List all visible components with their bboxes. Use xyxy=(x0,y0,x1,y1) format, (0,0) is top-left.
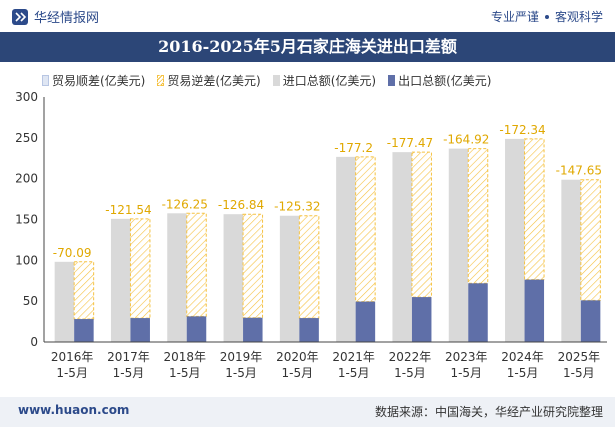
y-tick-label: 150 xyxy=(15,213,38,227)
export-bar[interactable] xyxy=(411,297,432,342)
category-group: -177.2 xyxy=(334,141,376,342)
motto-left: 专业严谨 xyxy=(490,10,539,24)
export-bar[interactable] xyxy=(580,300,601,342)
motto: 专业严谨 客观科学 xyxy=(491,8,603,25)
chart-legend: 贸易顺差(亿美元) 贸易逆差(亿美元) 进口总额(亿美元) 出口总额(亿美元) xyxy=(42,72,504,89)
x-axis: 2016年 1-5月 2017年 1-5月 2018年 1-5月 2019年 1-5月 2020… xyxy=(44,341,607,380)
import-bar[interactable] xyxy=(448,148,469,342)
website-link[interactable]: www.huaon.com xyxy=(18,403,130,417)
deficit-bar[interactable] xyxy=(298,215,320,319)
legend-swatch-surplus xyxy=(42,75,49,86)
x-tick-label: 2016年 1-5月 xyxy=(51,350,94,380)
top-bar: 华经情报网 专业严谨 客观科学 xyxy=(0,0,615,32)
x-tick-label: 2017年 1-5月 xyxy=(107,350,150,380)
import-bar[interactable] xyxy=(223,214,244,342)
separator-dot-icon xyxy=(544,14,549,19)
export-bar[interactable] xyxy=(74,319,94,342)
import-bar[interactable] xyxy=(392,152,412,342)
y-tick-label: 200 xyxy=(15,172,38,186)
category-group: -70.09 xyxy=(53,246,95,342)
y-tick-label: 250 xyxy=(15,131,38,145)
y-axis: 0 50 100 150 200 250 300 xyxy=(15,90,45,349)
export-bar[interactable] xyxy=(524,279,545,342)
legend-item-imports[interactable]: 进口总额(亿美元) xyxy=(272,72,377,89)
deficit-data-label: -126.84 xyxy=(218,198,264,212)
export-bar[interactable] xyxy=(130,318,150,342)
legend-label-exports: 出口总额(亿美元) xyxy=(398,74,492,88)
deficit-data-label: -172.34 xyxy=(499,123,545,137)
legend-label-imports: 进口总额(亿美元) xyxy=(282,74,377,88)
x-tick-label: 2018年 1-5月 xyxy=(163,350,206,380)
deficit-bar[interactable] xyxy=(580,179,601,301)
deficit-bar[interactable] xyxy=(129,218,151,319)
motto-right: 客观科学 xyxy=(554,10,603,24)
y-tick-label: 100 xyxy=(15,253,38,267)
x-tick-label: 2021年 1-5月 xyxy=(332,350,375,380)
data-source: 数据来源：中国海关，华经产业研究院整理 xyxy=(374,405,603,419)
import-bar[interactable] xyxy=(167,213,187,342)
deficit-data-label: -147.65 xyxy=(556,164,602,178)
deficit-bar[interactable] xyxy=(411,151,432,298)
deficit-data-label: -121.54 xyxy=(105,203,151,217)
y-tick-label: 50 xyxy=(23,294,38,308)
deficit-bar[interactable] xyxy=(186,212,207,317)
y-tick-label: 0 xyxy=(30,335,38,349)
export-bar[interactable] xyxy=(243,317,263,342)
legend-label-deficit: 贸易逆差(亿美元) xyxy=(167,74,261,88)
deficit-data-label: -177.2 xyxy=(334,141,373,155)
deficit-data-label: -126.25 xyxy=(162,197,208,211)
category-group: -164.92 xyxy=(443,133,489,342)
import-bar[interactable] xyxy=(110,218,131,342)
brand-name: 华经情报网 xyxy=(34,11,100,26)
chart-title: 2016-2025年5月石家庄海关进出口差额 xyxy=(158,37,457,56)
legend-swatch-exports xyxy=(388,75,396,86)
deficit-bar[interactable] xyxy=(355,156,376,303)
deficit-bar[interactable] xyxy=(73,261,95,320)
footer: www.huaon.com 数据来源：中国海关，华经产业研究院整理 xyxy=(0,397,615,427)
x-tick-label: 2025年 1-5月 xyxy=(558,350,601,380)
x-tick-label: 2019年 1-5月 xyxy=(220,350,263,380)
deficit-data-label: -125.32 xyxy=(274,200,320,214)
deficit-bar[interactable] xyxy=(524,138,545,281)
export-bar[interactable] xyxy=(186,316,207,342)
import-bar[interactable] xyxy=(336,156,356,342)
deficit-data-label: -177.47 xyxy=(387,136,433,150)
import-bar[interactable] xyxy=(561,179,581,342)
legend-item-deficit[interactable]: 贸易逆差(亿美元) xyxy=(157,72,261,89)
brand[interactable]: 华经情报网 xyxy=(12,7,99,26)
category-group: -147.65 xyxy=(556,164,602,342)
import-bar[interactable] xyxy=(505,138,525,342)
import-bar[interactable] xyxy=(279,215,300,342)
huajing-logo-icon xyxy=(12,8,28,25)
category-group: -121.54 xyxy=(105,203,152,342)
legend-item-exports[interactable]: 出口总额(亿美元) xyxy=(388,72,492,89)
category-group: -125.32 xyxy=(274,200,321,342)
x-tick-label: 2023年 1-5月 xyxy=(445,350,488,380)
export-bar[interactable] xyxy=(468,283,488,342)
import-bar[interactable] xyxy=(54,261,75,342)
legend-swatch-imports xyxy=(272,75,280,86)
x-tick-label: 2022年 1-5月 xyxy=(389,350,432,380)
category-group: -126.25 xyxy=(162,197,208,342)
y-tick-label: 300 xyxy=(15,90,38,104)
export-bar[interactable] xyxy=(299,318,319,342)
deficit-data-label: -70.09 xyxy=(53,246,92,260)
export-bar[interactable] xyxy=(355,301,376,342)
category-group: -126.84 xyxy=(218,198,264,342)
x-tick-label: 2020年 1-5月 xyxy=(276,350,319,380)
deficit-bar[interactable] xyxy=(467,148,489,284)
legend-label-surplus: 贸易顺差(亿美元) xyxy=(52,74,146,88)
x-tick-label: 2024年 1-5月 xyxy=(501,350,544,380)
title-bar: 2016-2025年5月石家庄海关进出口差额 xyxy=(0,32,615,62)
deficit-data-label: -164.92 xyxy=(443,133,489,147)
category-group: -177.47 xyxy=(387,136,433,342)
legend-item-surplus[interactable]: 贸易顺差(亿美元) xyxy=(42,72,145,89)
bars-layer: -70.09 -121.54 -126.25 -126.84 -125.32 -177.2… xyxy=(53,123,602,342)
category-group: -172.34 xyxy=(499,123,546,342)
legend-swatch-deficit xyxy=(157,75,165,86)
deficit-bar[interactable] xyxy=(242,213,264,319)
